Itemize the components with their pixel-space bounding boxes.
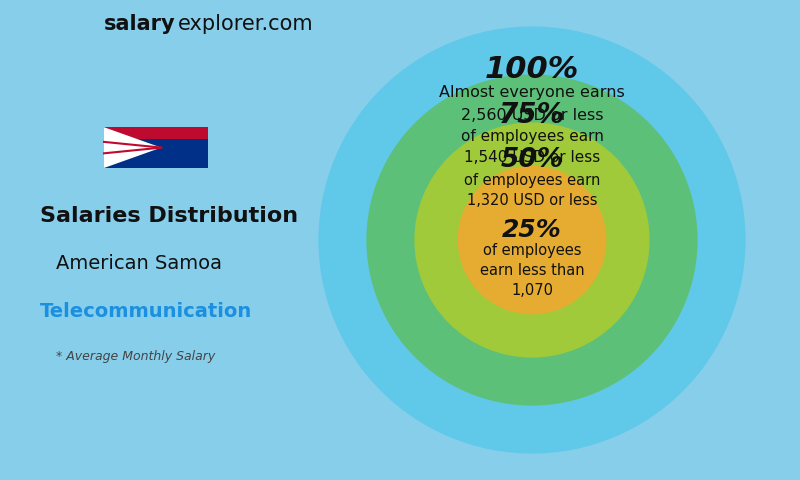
Text: salary: salary [104, 14, 176, 35]
Text: Telecommunication: Telecommunication [40, 302, 252, 322]
Text: of employees: of employees [482, 243, 582, 258]
Text: Almost everyone earns: Almost everyone earns [439, 85, 625, 100]
Text: 100%: 100% [485, 55, 579, 84]
Bar [104, 127, 208, 168]
Text: of employees earn: of employees earn [464, 172, 600, 188]
Text: American Samoa: American Samoa [56, 254, 222, 274]
Text: 50%: 50% [501, 147, 563, 173]
Text: 1,070: 1,070 [511, 283, 553, 299]
Text: 1,540 USD or less: 1,540 USD or less [464, 150, 600, 165]
Text: * Average Monthly Salary: * Average Monthly Salary [56, 350, 215, 363]
Text: 25%: 25% [502, 218, 562, 242]
Text: earn less than: earn less than [480, 263, 584, 278]
Text: of employees earn: of employees earn [461, 129, 603, 144]
Text: 75%: 75% [499, 101, 565, 129]
Ellipse shape [366, 74, 698, 406]
Text: Salaries Distribution: Salaries Distribution [40, 206, 298, 227]
Text: 1,320 USD or less: 1,320 USD or less [466, 192, 598, 208]
Ellipse shape [318, 26, 746, 454]
Text: explorer.com: explorer.com [178, 14, 314, 35]
Text: 2,560 USD or less: 2,560 USD or less [461, 108, 603, 123]
Ellipse shape [414, 122, 650, 358]
Ellipse shape [458, 166, 606, 314]
Bar [104, 127, 208, 139]
Polygon shape [104, 127, 162, 168]
